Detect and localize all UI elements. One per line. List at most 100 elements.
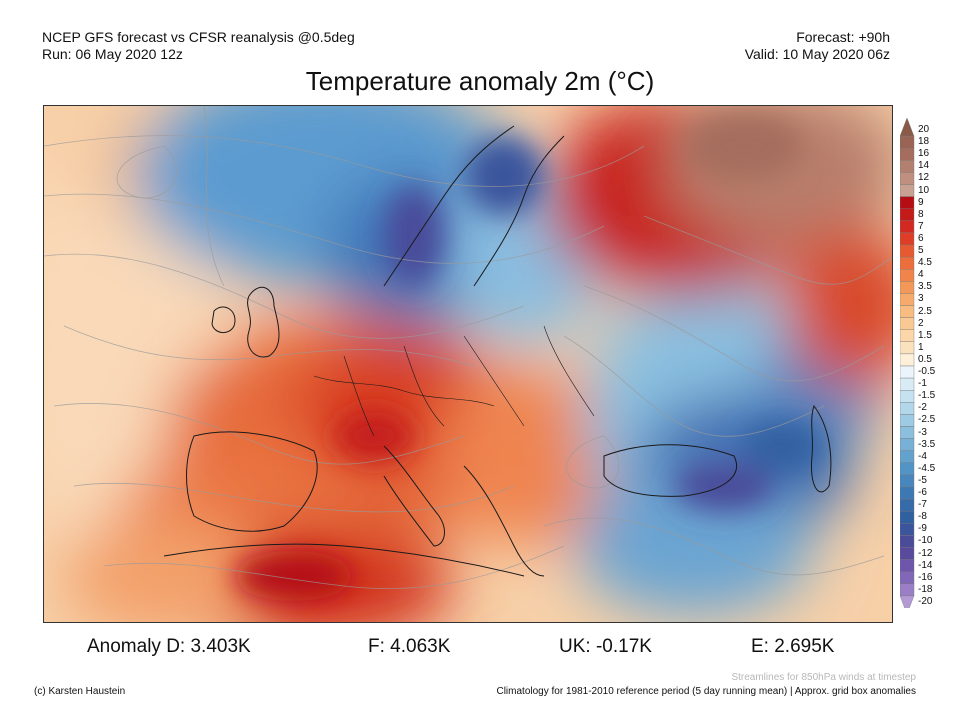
streamline-note: Streamlines for 850hPa winds at timestep bbox=[731, 672, 916, 683]
legend-swatch bbox=[900, 498, 915, 512]
legend-swatch bbox=[900, 462, 915, 476]
legend-swatch bbox=[900, 329, 915, 342]
legend-swatch bbox=[900, 118, 915, 137]
legend-label: -10 bbox=[918, 535, 933, 547]
valid-date: Valid: 10 May 2020 06z bbox=[744, 46, 890, 62]
legend-label: 12 bbox=[918, 172, 930, 184]
legend-label: -9 bbox=[918, 523, 927, 535]
legend-swatch bbox=[900, 390, 915, 403]
legend-label: -20 bbox=[918, 595, 933, 607]
legend-label: -7 bbox=[918, 499, 927, 511]
legend-swatch bbox=[900, 559, 915, 572]
legend-swatch bbox=[900, 450, 915, 464]
legend-swatch bbox=[900, 305, 915, 318]
legend-label: 5 bbox=[918, 245, 924, 256]
legend-label: 2 bbox=[918, 317, 924, 329]
color-legend: 20 18 16 14 12 10 9 8 7 6 5 4.5 4 3.5 3 2.5 2 1.5 1 0.5 -0.5… bbox=[900, 118, 960, 608]
legend-swatch bbox=[900, 232, 915, 246]
legend-swatch bbox=[900, 486, 915, 500]
legend-swatch bbox=[900, 511, 915, 524]
legend-swatch bbox=[900, 523, 915, 536]
legend-swatch bbox=[900, 341, 915, 355]
legend-swatch bbox=[900, 353, 915, 367]
legend-swatch bbox=[900, 135, 915, 149]
legend-swatch bbox=[900, 196, 915, 209]
climatology-note: Climatology for 1981-2010 reference peri… bbox=[496, 686, 916, 697]
legend-label: 7 bbox=[918, 220, 924, 232]
legend-label: 0.5 bbox=[918, 353, 932, 365]
legend-swatch bbox=[900, 160, 915, 173]
model-description: NCEP GFS forecast vs CFSR reanalysis @0.… bbox=[42, 29, 355, 45]
legend-swatch bbox=[900, 281, 915, 294]
legend-label: 6 bbox=[918, 232, 924, 244]
legend-label: -0.5 bbox=[918, 366, 936, 377]
legend-label: 1 bbox=[918, 341, 924, 353]
legend-label: 2.5 bbox=[918, 305, 932, 317]
legend-swatch bbox=[900, 220, 915, 234]
legend-swatch bbox=[900, 438, 915, 451]
legend-label: -18 bbox=[918, 583, 933, 595]
legend-label: 9 bbox=[918, 196, 924, 208]
forecast-hour: Forecast: +90h bbox=[796, 29, 890, 45]
run-date: Run: 06 May 2020 12z bbox=[42, 46, 183, 62]
anomaly-france: F: 4.063K bbox=[368, 636, 451, 657]
legend-swatch bbox=[900, 148, 915, 161]
wind-streamlines bbox=[44, 106, 892, 589]
legend-label: -5 bbox=[918, 474, 927, 486]
legend-swatch bbox=[900, 426, 915, 439]
legend-swatch bbox=[900, 244, 915, 258]
map-title: Temperature anomaly 2m (°C) bbox=[305, 66, 655, 96]
legend-label: 16 bbox=[918, 148, 930, 160]
legend-swatch bbox=[900, 365, 915, 379]
legend-label: -1 bbox=[918, 378, 927, 390]
legend-label: 18 bbox=[918, 136, 930, 148]
legend-swatch bbox=[900, 583, 915, 597]
anomaly-map bbox=[43, 105, 893, 623]
legend-swatch bbox=[900, 402, 915, 415]
legend-label: 20 bbox=[918, 124, 930, 135]
anomaly-map-canvas bbox=[44, 106, 892, 622]
legend-swatch bbox=[900, 184, 915, 197]
copyright: (c) Karsten Haustein bbox=[34, 686, 126, 697]
legend-label: -4 bbox=[918, 450, 927, 462]
legend-label: 14 bbox=[918, 160, 930, 172]
legend-scale bbox=[900, 118, 915, 608]
legend-swatch bbox=[900, 208, 915, 221]
legend-label: 4.5 bbox=[918, 257, 932, 269]
legend-swatch bbox=[900, 595, 915, 608]
legend-label: -4.5 bbox=[918, 462, 936, 474]
legend-swatch bbox=[900, 535, 915, 548]
legend-label: 4 bbox=[918, 269, 924, 281]
legend-swatch bbox=[900, 547, 915, 560]
legend-label: 8 bbox=[918, 208, 924, 220]
legend-swatch bbox=[900, 268, 915, 282]
legend-label: -12 bbox=[918, 547, 933, 559]
run-info: NCEP GFS forecast vs CFSR reanalysis @0.… bbox=[42, 29, 355, 63]
anomaly-details bbox=[234, 111, 824, 601]
legend-label: -2.5 bbox=[918, 414, 936, 426]
legend-label: -3 bbox=[918, 426, 927, 438]
legend-swatch bbox=[900, 317, 915, 330]
legend-swatch bbox=[900, 377, 915, 391]
legend-label: 3 bbox=[918, 293, 924, 305]
legend-label: -1.5 bbox=[918, 390, 936, 402]
coastlines bbox=[163, 125, 832, 577]
legend-label: -14 bbox=[918, 559, 933, 571]
legend-label: -3.5 bbox=[918, 438, 936, 450]
legend-label: -6 bbox=[918, 487, 927, 498]
forecast-info: Forecast: +90h Valid: 10 May 2020 06z bbox=[745, 29, 890, 63]
anomaly-uk: UK: -0.17K bbox=[559, 636, 652, 657]
legend-swatch bbox=[900, 293, 915, 306]
anomaly-germany: Anomaly D: 3.403K bbox=[87, 636, 251, 657]
legend-swatch bbox=[900, 172, 915, 185]
legend-swatch bbox=[900, 571, 915, 585]
legend-label: 3.5 bbox=[918, 281, 932, 293]
legend-label: -16 bbox=[918, 571, 933, 583]
legend-label: -2 bbox=[918, 402, 927, 414]
legend-swatch bbox=[900, 414, 915, 427]
legend-swatch bbox=[900, 256, 915, 270]
anomaly-europe: E: 2.695K bbox=[751, 636, 835, 657]
legend-label: -8 bbox=[918, 511, 927, 523]
legend-label: 1.5 bbox=[918, 329, 932, 341]
legend-swatch bbox=[900, 474, 915, 488]
